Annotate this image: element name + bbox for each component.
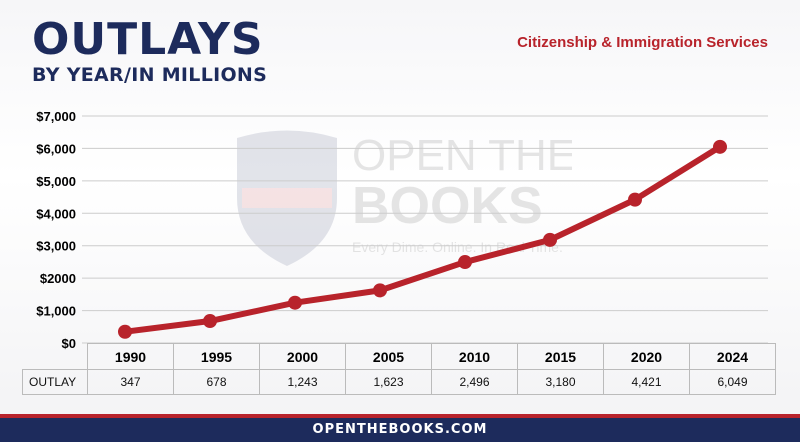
y-tick-label: $6,000 [36, 141, 76, 156]
x-tick-label: 2000 [259, 343, 346, 370]
x-tick-label: 1990 [87, 343, 174, 370]
y-tick-label: $2000 [40, 271, 76, 286]
footer-stripe [0, 414, 800, 418]
outlay-row: OUTLAY 347 678 1,243 1,623 2,496 3,180 4,421 6,… [22, 369, 776, 395]
title-block: OUTLAYS BY YEAR/IN MILLIONS [32, 14, 268, 87]
watermark-line2: BOOKS [352, 177, 543, 235]
watermark-line1: OPEN THE [352, 131, 572, 180]
x-tick-label: 2024 [689, 343, 776, 370]
agency-label: Citizenship & Immigration Services [517, 34, 768, 51]
data-label: 1,243 [259, 369, 346, 395]
x-tick-label: 2020 [603, 343, 690, 370]
y-tick-label: $3,000 [36, 239, 76, 254]
y-tick-label: $1,000 [36, 304, 76, 319]
year-row: 1990 1995 2000 2005 2010 2015 2020 2024 [22, 343, 776, 370]
data-label: 2,496 [431, 369, 518, 395]
table-corner [22, 343, 88, 370]
y-tick-label: $5,000 [36, 174, 76, 189]
x-tick-label: 2005 [345, 343, 432, 370]
data-point [288, 295, 302, 310]
chart-title: OUTLAYS [32, 14, 264, 65]
data-label: 3,180 [517, 369, 604, 395]
x-tick-label: 2010 [431, 343, 518, 370]
chart-subtitle: BY YEAR/IN MILLIONS [32, 64, 268, 86]
data-point [118, 324, 132, 339]
x-tick-label: 1995 [173, 343, 260, 370]
data-point [628, 192, 642, 207]
data-label: 1,623 [345, 369, 432, 395]
y-tick-label: $7,000 [36, 109, 76, 124]
data-point [543, 232, 557, 247]
watermark-logo: OPEN THE BOOKS Every Dime. Online. In Re… [237, 130, 572, 266]
x-tick-label: 2015 [517, 343, 604, 370]
data-point [713, 139, 727, 154]
data-label: 6,049 [689, 369, 776, 395]
data-point [203, 314, 217, 329]
outlay-row-label: OUTLAY [22, 369, 88, 395]
series-line [122, 143, 723, 335]
data-table: 1990 1995 2000 2005 2010 2015 2020 2024 OUTLAY … [22, 343, 776, 395]
data-label: 4,421 [603, 369, 690, 395]
data-point [373, 283, 387, 298]
y-tick-label: $4,000 [36, 206, 76, 221]
shield-icon [237, 130, 337, 266]
data-label: 678 [173, 369, 260, 395]
data-label: 347 [87, 369, 174, 395]
footer-url: OPENTHEBOOKS.COM [0, 418, 800, 442]
data-point [458, 255, 472, 270]
